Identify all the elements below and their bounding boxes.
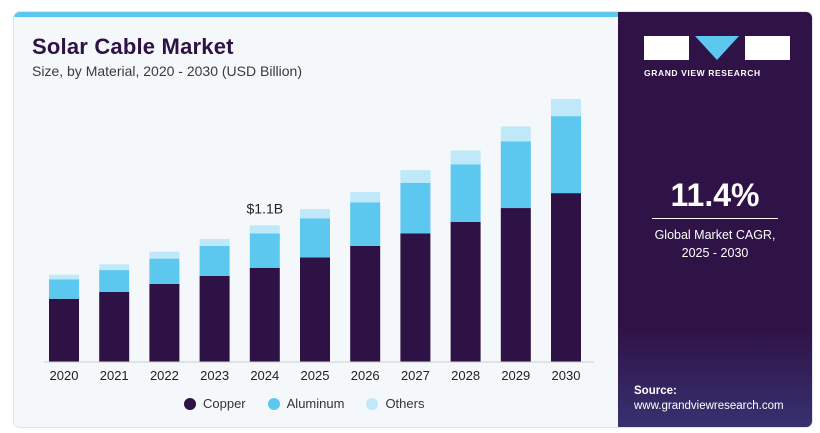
bar-aluminum-2029	[500, 141, 531, 209]
bar-copper-2026	[350, 245, 381, 362]
x-tick-2021: 2021	[100, 368, 129, 383]
bar-chart: 2020 2021 2022 2023 2024 $1.1B 2025 2026 2027 202…	[44, 98, 594, 383]
bar-copper-2030	[551, 193, 581, 362]
bar-others-2023	[199, 239, 230, 246]
bar-others-2028	[450, 150, 481, 165]
x-tick-2024: 2024	[250, 368, 279, 383]
bar-others-2020	[49, 274, 79, 280]
bar-copper-2024	[249, 267, 280, 362]
bar-others-2024	[249, 225, 280, 234]
source-label: Source:	[634, 385, 677, 397]
bar-copper-2023	[199, 275, 230, 362]
brand-panel: GRAND VIEW RESEARCH 11.4% Global Market …	[618, 12, 812, 427]
bar-aluminum-2023	[199, 245, 230, 276]
accent-bar	[14, 12, 618, 17]
bar-aluminum-2022	[149, 258, 180, 284]
bar-others-2030	[551, 98, 581, 117]
cagr-label: Global Market CAGR, 2025 - 2030	[618, 226, 812, 262]
bar-copper-2028	[450, 221, 481, 362]
bar-aluminum-2028	[450, 164, 481, 222]
bar-copper-2020	[49, 298, 79, 362]
logo-icon	[644, 36, 791, 60]
chart-card: Solar Cable Market Size, by Material, 20…	[14, 12, 812, 427]
bar-others-2025	[300, 209, 330, 219]
source-note: Source: www.grandviewresearch.com	[634, 384, 784, 414]
x-tick-2022: 2022	[150, 368, 179, 383]
bar-copper-2029	[500, 208, 531, 362]
legend-swatch	[366, 397, 379, 410]
x-tick-2028: 2028	[451, 368, 480, 383]
annotation-2024: $1.1B	[247, 200, 284, 216]
x-tick-2029: 2029	[501, 368, 530, 383]
decorative-grid	[618, 327, 812, 427]
bar-aluminum-2030	[551, 116, 581, 194]
bar-others-2026	[350, 191, 381, 203]
legend-swatch	[267, 397, 280, 410]
bar-others-2021	[99, 264, 130, 271]
chart-panel: Solar Cable Market Size, by Material, 20…	[14, 12, 618, 427]
bar-copper-2022	[149, 283, 180, 362]
source-url[interactable]: www.grandviewresearch.com	[634, 400, 784, 412]
legend-swatch	[184, 397, 196, 410]
cagr-label-line-2: 2025 - 2030	[681, 246, 749, 260]
x-tick-2025: 2025	[301, 368, 330, 383]
bar-aluminum-2024	[249, 233, 280, 268]
bar-aluminum-2021	[99, 270, 130, 292]
x-tick-2027: 2027	[401, 368, 430, 383]
chart-legend: Copper Aluminum Others	[184, 396, 424, 411]
chart-subtitle: Size, by Material, 2020 - 2030 (USD Bill…	[32, 63, 303, 79]
chart-title: Solar Cable Market	[32, 34, 234, 59]
bar-aluminum-2025	[300, 218, 330, 258]
bar-aluminum-2026	[350, 202, 381, 246]
legend-label: Aluminum	[286, 396, 345, 411]
company-logo: GRAND VIEW RESEARCH	[644, 36, 791, 78]
legend-item-copper: Copper	[184, 396, 246, 411]
x-tick-2023: 2023	[200, 368, 229, 383]
x-tick-2026: 2026	[351, 368, 380, 383]
x-tick-2020: 2020	[50, 368, 79, 383]
cagr-divider	[652, 218, 778, 219]
bar-copper-2021	[99, 291, 130, 362]
legend-label: Others	[385, 396, 425, 411]
bar-others-2029	[500, 126, 531, 142]
bar-copper-2025	[300, 257, 330, 362]
x-tick-2030: 2030	[552, 368, 581, 383]
cagr-label-line-1: Global Market CAGR,	[654, 228, 776, 242]
bar-aluminum-2020	[49, 279, 79, 299]
bar-aluminum-2027	[400, 182, 431, 234]
legend-label: Copper	[203, 396, 246, 411]
legend-item-aluminum: Aluminum	[267, 396, 345, 411]
legend-item-others: Others	[366, 396, 424, 411]
logo-text: GRAND VIEW RESEARCH	[644, 68, 761, 78]
bar-others-2027	[400, 170, 431, 183]
bar-others-2022	[149, 251, 180, 259]
cagr-value: 11.4%	[670, 177, 760, 213]
bar-copper-2027	[400, 233, 431, 362]
